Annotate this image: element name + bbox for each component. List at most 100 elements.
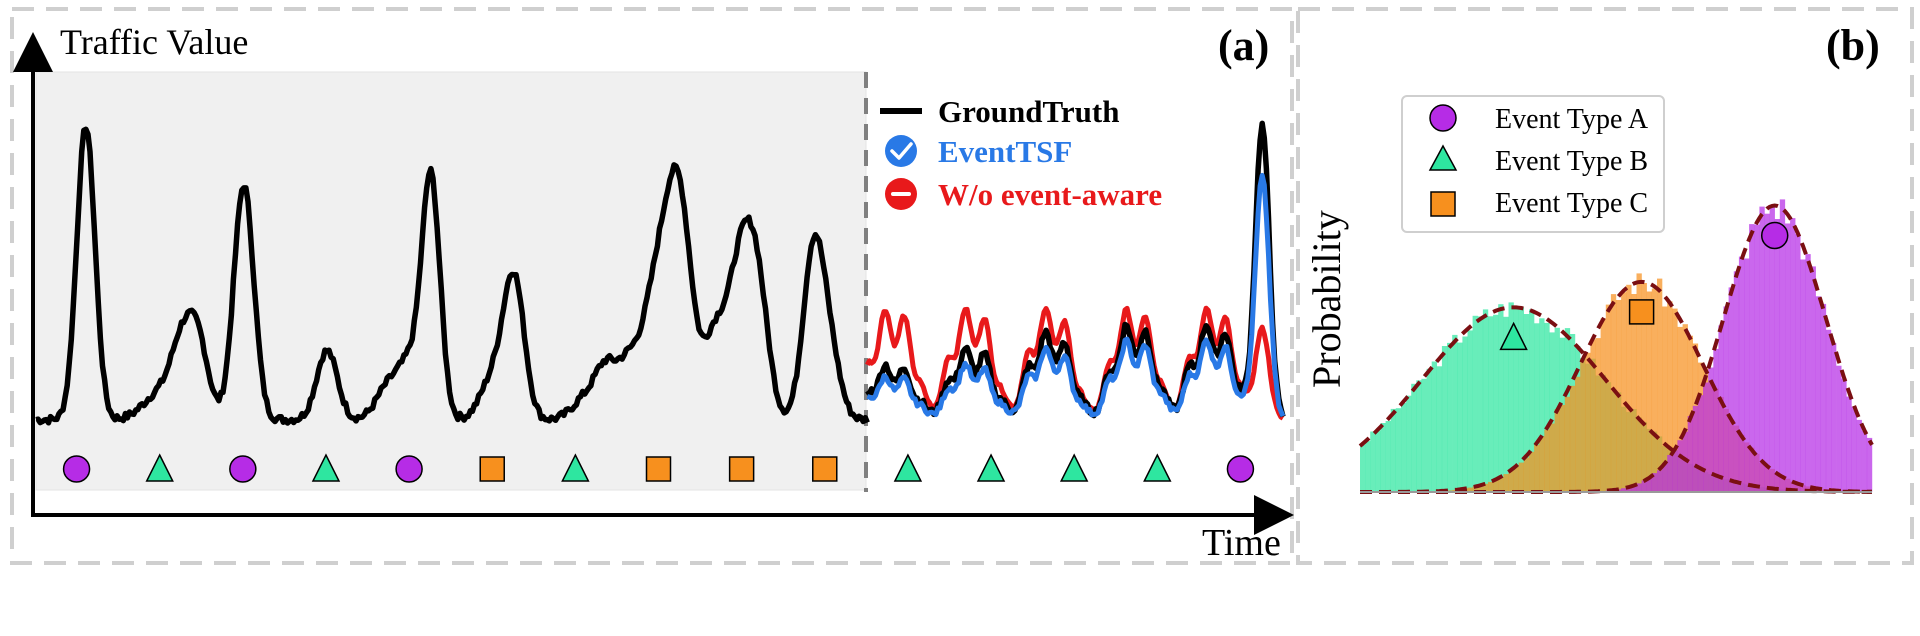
legend-box [1401,95,1665,233]
histogram-bar [1426,368,1432,492]
histogram-bar [1564,396,1571,492]
histogram-bar [1626,487,1632,492]
histogram-bar [1692,405,1699,492]
histogram-bar [1498,304,1504,492]
histogram-bar [1846,396,1852,492]
histogram-bar [1590,339,1596,492]
histogram-bar [1523,457,1530,492]
event-b-triangle-marker [561,453,590,482]
triangle-marker-icon [1428,144,1458,171]
histogram-bar [1672,308,1678,492]
histogram-bar [1503,316,1509,492]
event-a-peak-marker [1760,221,1789,250]
histogram-bar [1360,444,1366,492]
event-b-triangle-marker [311,453,341,482]
histogram-bar [1733,271,1740,492]
histogram-bar [1482,309,1489,492]
histogram-bar [1687,416,1694,492]
histogram-bar [1810,266,1816,492]
histogram-bar [1513,307,1519,492]
event-b-triangle-marker [976,453,1006,482]
event-c-square-marker [812,456,838,482]
eventtsf-line [866,172,1286,418]
histogram-bar [1503,474,1509,492]
gaussian-fit-curve [1358,305,1872,494]
histogram-bar [1641,283,1647,492]
histogram-bar [1370,431,1376,492]
histogram-bar [1785,223,1791,492]
histogram-bar [1544,322,1550,492]
y-axis-label: Traffic Value [60,22,248,62]
histogram-bar [1585,352,1591,492]
histogram-bar [1508,302,1514,492]
history-shading [35,71,867,491]
histogram-bar [1406,395,1412,492]
histogram-bar [1626,284,1632,492]
histogram-bar [1631,485,1637,492]
histogram-bar [1529,309,1535,492]
event-a-circle-marker [229,455,257,483]
histogram-bar [1375,430,1381,492]
histogram-bar [1866,437,1873,492]
histogram-bar [1549,332,1555,492]
event-b-triangle-marker [893,453,923,482]
histogram-bar [1769,205,1775,492]
event-a-circle-marker [62,455,91,483]
panel-a-series [35,120,1286,426]
check-mark [890,142,913,160]
histogram-bar [1529,451,1535,492]
event-b-triangle-marker [1059,453,1089,482]
histogram-bar [1539,436,1545,492]
histogram-bar [1723,306,1729,492]
histogram-bar [1718,325,1724,492]
event-c-peak-marker [1628,299,1655,325]
histogram-bar [1452,489,1458,492]
probability-axis-label: Probability [1304,210,1349,388]
histogram-bar [1728,287,1734,492]
event-b-triangle-marker [1143,453,1172,482]
histogram-bar [1805,254,1811,492]
legend-event-c: Event Type C [1495,188,1648,219]
histogram-bar [1523,314,1530,492]
legend-groundtruth: GroundTruth [938,94,1119,129]
histogram-bar [1672,450,1678,492]
histogram-bar [1800,259,1806,492]
histogram-bar [1493,314,1499,492]
histogram-bar [1825,329,1832,492]
histogram-bar [1559,405,1566,492]
histogram-bar [1595,338,1601,492]
histogram-bar [1738,256,1745,492]
histogram-bar [1462,336,1468,492]
histogram-bar [1820,303,1827,492]
event-c-square-marker [728,456,755,482]
histogram-bar [1488,316,1494,492]
histogram-bar [1631,294,1637,492]
histogram-bar [1477,316,1484,492]
histogram-bar [1365,441,1371,492]
histogram-bar [1472,486,1478,492]
histogram-bar [1518,307,1525,492]
panel-a-legend: GroundTruth EventTSF W/o event-aware [880,94,1162,212]
histogram-bar [1534,444,1540,492]
histogram-bar [1549,423,1555,492]
panel-b-label: (b) [1826,21,1880,70]
histogram-bar [1646,477,1653,492]
histogram-bar [1431,361,1438,492]
legend-event-b: Event Type B [1495,146,1648,177]
panel-a-label: (a) [1218,21,1269,70]
histogram-bar [1713,348,1719,492]
histogram-bar [1774,219,1781,492]
circle-marker-icon [1429,104,1457,132]
histogram-bar [1836,365,1842,492]
histogram-bar [1657,470,1663,492]
histogram-bar [1498,477,1504,492]
histogram-bar [1677,326,1683,492]
histogram-bar [1441,346,1448,492]
event-c-square-marker [645,456,672,482]
histogram-bar [1677,440,1683,492]
histogram-bar [1682,324,1688,492]
histogram-bar [1641,480,1647,492]
histogram-bar [1744,258,1750,492]
histogram-bar [1856,419,1862,492]
